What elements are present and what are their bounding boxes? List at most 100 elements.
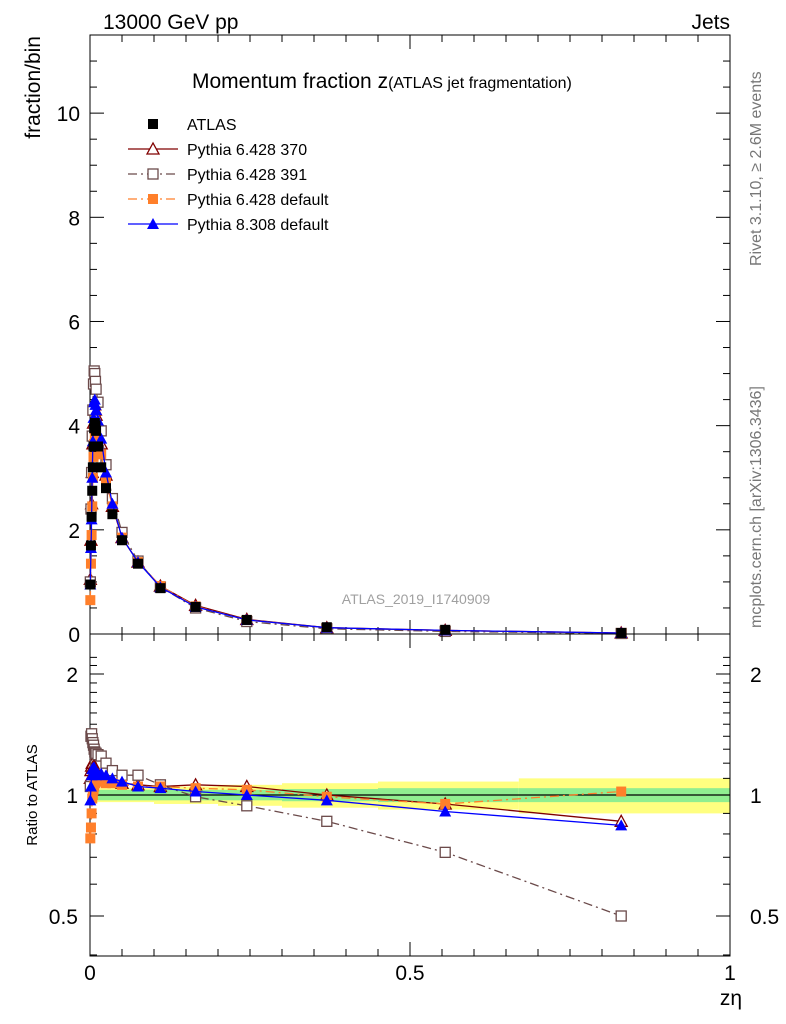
main-ylabel: fraction/bin: [22, 36, 45, 139]
data-point: [86, 471, 99, 483]
ratio-data-point: [86, 808, 97, 819]
ratio-data-point: [320, 794, 333, 806]
series-atlas: [85, 418, 627, 638]
ratio-data-point: [240, 789, 253, 800]
ratio-data-point: [100, 769, 112, 781]
xtick-label: 0: [84, 962, 96, 985]
data-point: [91, 425, 102, 436]
ratio-data-point: [154, 782, 167, 794]
legend-label: Pythia 6.428 370: [187, 142, 307, 159]
data-point: [87, 462, 98, 473]
legend-label: Pythia 6.428 391: [187, 167, 307, 184]
ratio-data-point: [84, 794, 97, 806]
ratio-data-point: [439, 846, 451, 858]
legend-entry: Pythia 6.428 391: [128, 167, 307, 184]
data-point: [101, 475, 111, 486]
legend-marker: [148, 194, 158, 204]
ratio-ytick-label-right: 1: [750, 785, 762, 808]
ratio-data-point: [87, 790, 98, 800]
main-ytick-label: 4: [68, 416, 80, 439]
ratio-data-point: [241, 800, 253, 812]
data-point: [90, 404, 103, 416]
ratio-data-point: [106, 772, 119, 784]
data-point: [96, 449, 107, 460]
ratio-data-point: [189, 785, 202, 797]
data-point: [133, 558, 143, 569]
data-point: [241, 614, 252, 625]
data-point: [106, 497, 119, 509]
ratio-ylabel: Ratio to ATLAS: [24, 744, 41, 845]
ratio-ytick-label-right: 0.5: [750, 906, 779, 929]
ratio-data-point: [85, 822, 96, 833]
legend-entry: Pythia 6.428 default: [128, 192, 329, 209]
ratio-data-point: [440, 798, 451, 809]
xtick-label: 0.5: [395, 962, 424, 985]
data-point: [93, 441, 103, 452]
ratio-data-point: [100, 757, 112, 769]
legend-label: ATLAS: [187, 117, 237, 134]
ratio-data-point: [616, 786, 627, 797]
legend-marker: [147, 168, 159, 180]
data-point: [87, 485, 98, 496]
data-point: [86, 511, 97, 522]
ratio-data-point: [85, 833, 96, 844]
analysis-watermark: ATLAS_2019_I1740909: [342, 591, 491, 607]
data-point: [89, 398, 102, 410]
plot-title-main: Momentum fraction z: [192, 70, 388, 93]
ratio-data-point: [321, 815, 333, 827]
data-point: [155, 583, 166, 594]
ratio-data-point: [132, 780, 144, 792]
legend-label: Pythia 8.308 default: [187, 217, 329, 234]
data-point: [117, 535, 127, 546]
main-ytick-label: 0: [68, 624, 80, 647]
data-point: [95, 432, 108, 444]
ratio-data-point: [84, 780, 97, 792]
ratio-ytick-label-right: 2: [750, 664, 762, 687]
legend-entry: Pythia 6.428 370: [128, 141, 307, 159]
ratio-data-point: [615, 910, 627, 922]
ratio-ytick-label: 2: [66, 664, 78, 687]
legend-entry: ATLAS: [148, 117, 237, 134]
ratio-data-point: [116, 775, 128, 787]
xtick-label: 1: [724, 962, 736, 985]
legend-marker: [148, 119, 158, 129]
mcplots-label: mcplots.cern.ch [arXiv:1306.3436]: [748, 386, 765, 628]
ratio-series-line: [89, 733, 622, 917]
data-point: [90, 383, 102, 395]
rivet-label: Rivet 3.1.10, ≥ 2.6M events: [748, 71, 765, 266]
ratio-data-point: [615, 819, 628, 831]
ratio-data-point: [439, 805, 452, 817]
ratio-series-pythia-6-428-391: [84, 728, 627, 922]
legend-label: Pythia 6.428 default: [187, 192, 329, 209]
data-point: [101, 483, 111, 494]
data-point: [88, 451, 99, 462]
ratio-series-pythia-8-308-default: [84, 761, 628, 831]
plot-title: Momentum fraction z(ATLAS jet fragmentat…: [192, 70, 572, 93]
data-point: [88, 393, 101, 405]
data-point: [85, 579, 96, 590]
data-point: [321, 622, 332, 633]
ratio-ytick-label: 1: [66, 785, 78, 808]
legend: ATLAS Pythia 6.428 370 Pythia 6.428 391 Pyt…: [128, 117, 329, 234]
ratio-panel: 0.5 0.5 1 1 2 2 0 0.5 1: [49, 633, 779, 985]
legend-marker: [147, 218, 159, 229]
legend-entry: Pythia 8.308 default: [128, 217, 329, 234]
plot-title-sub: (ATLAS jet fragmentation): [388, 75, 572, 92]
main-ytick-label: 2: [68, 520, 80, 543]
x-axis-label: zη: [720, 987, 742, 1010]
main-panel: 0 2 4 6 8 10: [57, 34, 731, 647]
main-ytick-label: 8: [68, 207, 80, 230]
main-ytick-label: 6: [68, 311, 80, 334]
ratio-data-point: [132, 769, 144, 781]
data-point: [85, 595, 96, 606]
data-point: [85, 540, 96, 551]
legend-marker: [145, 141, 161, 155]
data-point: [90, 420, 101, 431]
header-left: 13000 GeV pp: [103, 11, 238, 34]
main-ytick-label: 10: [57, 103, 80, 126]
data-point: [190, 601, 201, 612]
data-point: [91, 431, 102, 442]
ratio-data-point: [101, 778, 111, 789]
data-point: [440, 624, 451, 635]
